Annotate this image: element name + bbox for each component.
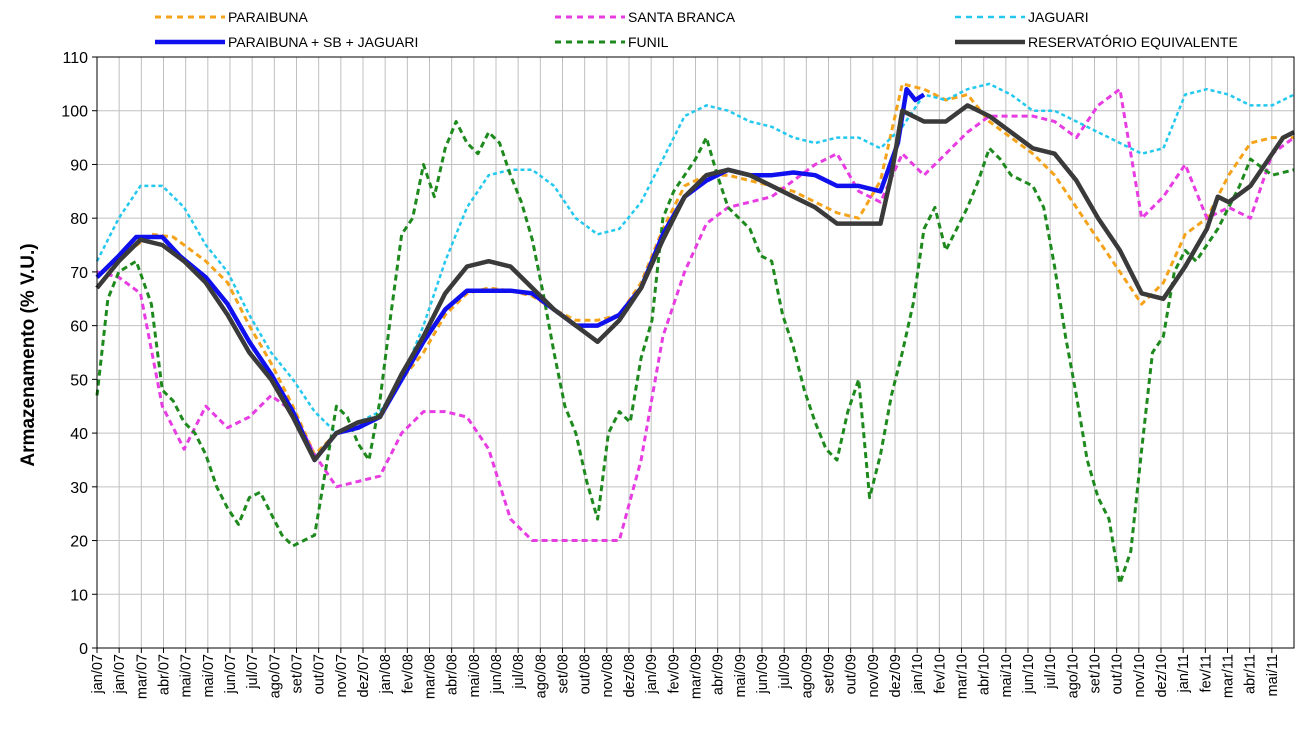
x-tick-label: jul/09 [777,654,793,690]
x-tick-label: mar/11 [1221,654,1237,698]
legend-label-funil: FUNIL [628,34,669,50]
x-tick-label: jan/07 [112,654,128,695]
y-tick-label: 50 [70,372,88,389]
x-tick-label: out/10 [1110,654,1126,694]
x-tick-label: jan/08 [378,654,394,695]
x-tick-label: jan/10 [910,654,926,695]
x-tick-label: nov/08 [600,654,616,698]
x-tick-label: jun/07 [223,654,239,695]
x-tick-label: jan/09 [644,654,660,695]
x-tick-label: nov/07 [334,654,350,698]
x-tick-label: fev/11 [1198,654,1214,692]
legend-label-jaguari: JAGUARI [1028,9,1089,25]
y-tick-label: 100 [61,104,88,121]
x-tick-label: abr/09 [711,654,727,695]
x-tick-label: out/07 [312,654,328,694]
series-line-equivalente [95,103,1295,463]
y-tick-label: 60 [70,319,88,336]
x-tick-label: mai/07 [179,654,195,698]
y-tick-label: 0 [79,641,88,658]
x-tick-label: abr/08 [445,654,461,695]
legend-label-equivalente: RESERVATÓRIO EQUIVALENTE [1028,34,1238,50]
x-tick-label: abr/11 [1243,654,1259,694]
x-tick-label: abr/10 [977,654,993,695]
x-tick-label: fev/08 [400,654,416,694]
x-tick-label: dez/07 [356,654,372,698]
x-tick-label: nov/09 [866,654,882,698]
x-tick-label: jan/07 [90,654,106,695]
x-tick-label: jul/07 [245,654,261,690]
x-tick-label: mar/08 [423,654,439,699]
x-tick-label: out/09 [844,654,860,694]
x-tick-label: mai/09 [733,654,749,698]
axes: 0 10 20 30 40 50 60 70 80 90 100 110 jan/07 jan/07 mar… [61,50,1295,699]
y-axis-title: Armazenamento (% V.U.) [18,243,39,466]
series-line-sum [95,86,926,463]
x-tick-label: ago/08 [533,654,549,698]
series-line-jaguari [95,82,1295,435]
x-tick-label: jun/09 [755,654,771,695]
series-line-funil [95,120,1295,585]
x-tick-label: jun/08 [489,654,505,695]
x-tick-label: set/07 [290,654,306,694]
x-tick-label: jul/08 [511,654,527,690]
x-tick-label: mai/10 [999,654,1015,698]
x-tick-label: fev/10 [932,654,948,694]
x-tick-label: mar/07 [134,654,150,699]
x-tick-label: ago/10 [1065,654,1081,698]
x-tick-label: mai/11 [1265,654,1281,696]
y-tick-label: 80 [70,211,88,228]
x-tick-label: mai/07 [201,654,217,698]
y-tick-label: 70 [70,265,88,282]
x-tick-label: jul/10 [1043,654,1059,690]
x-tick-label: mai/08 [467,654,483,698]
series-lines [95,82,1295,585]
x-tick-label: nov/10 [1132,654,1148,698]
y-tick-label: 110 [62,50,88,67]
y-tick-label: 20 [70,534,88,551]
y-tick-label: 90 [70,157,88,174]
x-tick-label: ago/07 [267,654,283,698]
x-tick-label: abr/07 [157,654,173,695]
legend-label-sum: PARAIBUNA + SB + JAGUARI [228,34,418,50]
x-tick-label: dez/09 [888,654,904,698]
x-tick-label: dez/08 [622,654,638,698]
y-tick-label: 10 [70,587,88,604]
x-tick-label: jan/11 [1176,654,1192,693]
x-tick-label: mar/10 [955,654,971,699]
y-tick-label: 30 [70,480,88,497]
x-tick-label: set/10 [1088,654,1104,694]
legend-label-paraibuna: PARAIBUNA [228,9,309,25]
legend: PARAIBUNA SANTA BRANCA JAGUARI PARAIBUNA + … [155,9,1238,50]
legend-label-santa-branca: SANTA BRANCA [628,9,736,25]
x-tick-label: set/09 [822,654,838,694]
plot-frame [96,56,1295,649]
x-tick-label: jun/10 [1021,654,1037,695]
y-tick-label: 40 [70,426,88,443]
x-tick-label: out/08 [578,654,594,694]
x-tick-label: ago/09 [799,654,815,698]
x-tick-label: mar/09 [689,654,705,699]
x-tick-label: set/08 [556,654,572,694]
x-tick-label: fev/09 [666,654,682,694]
x-tick-label: dez/10 [1154,654,1170,698]
